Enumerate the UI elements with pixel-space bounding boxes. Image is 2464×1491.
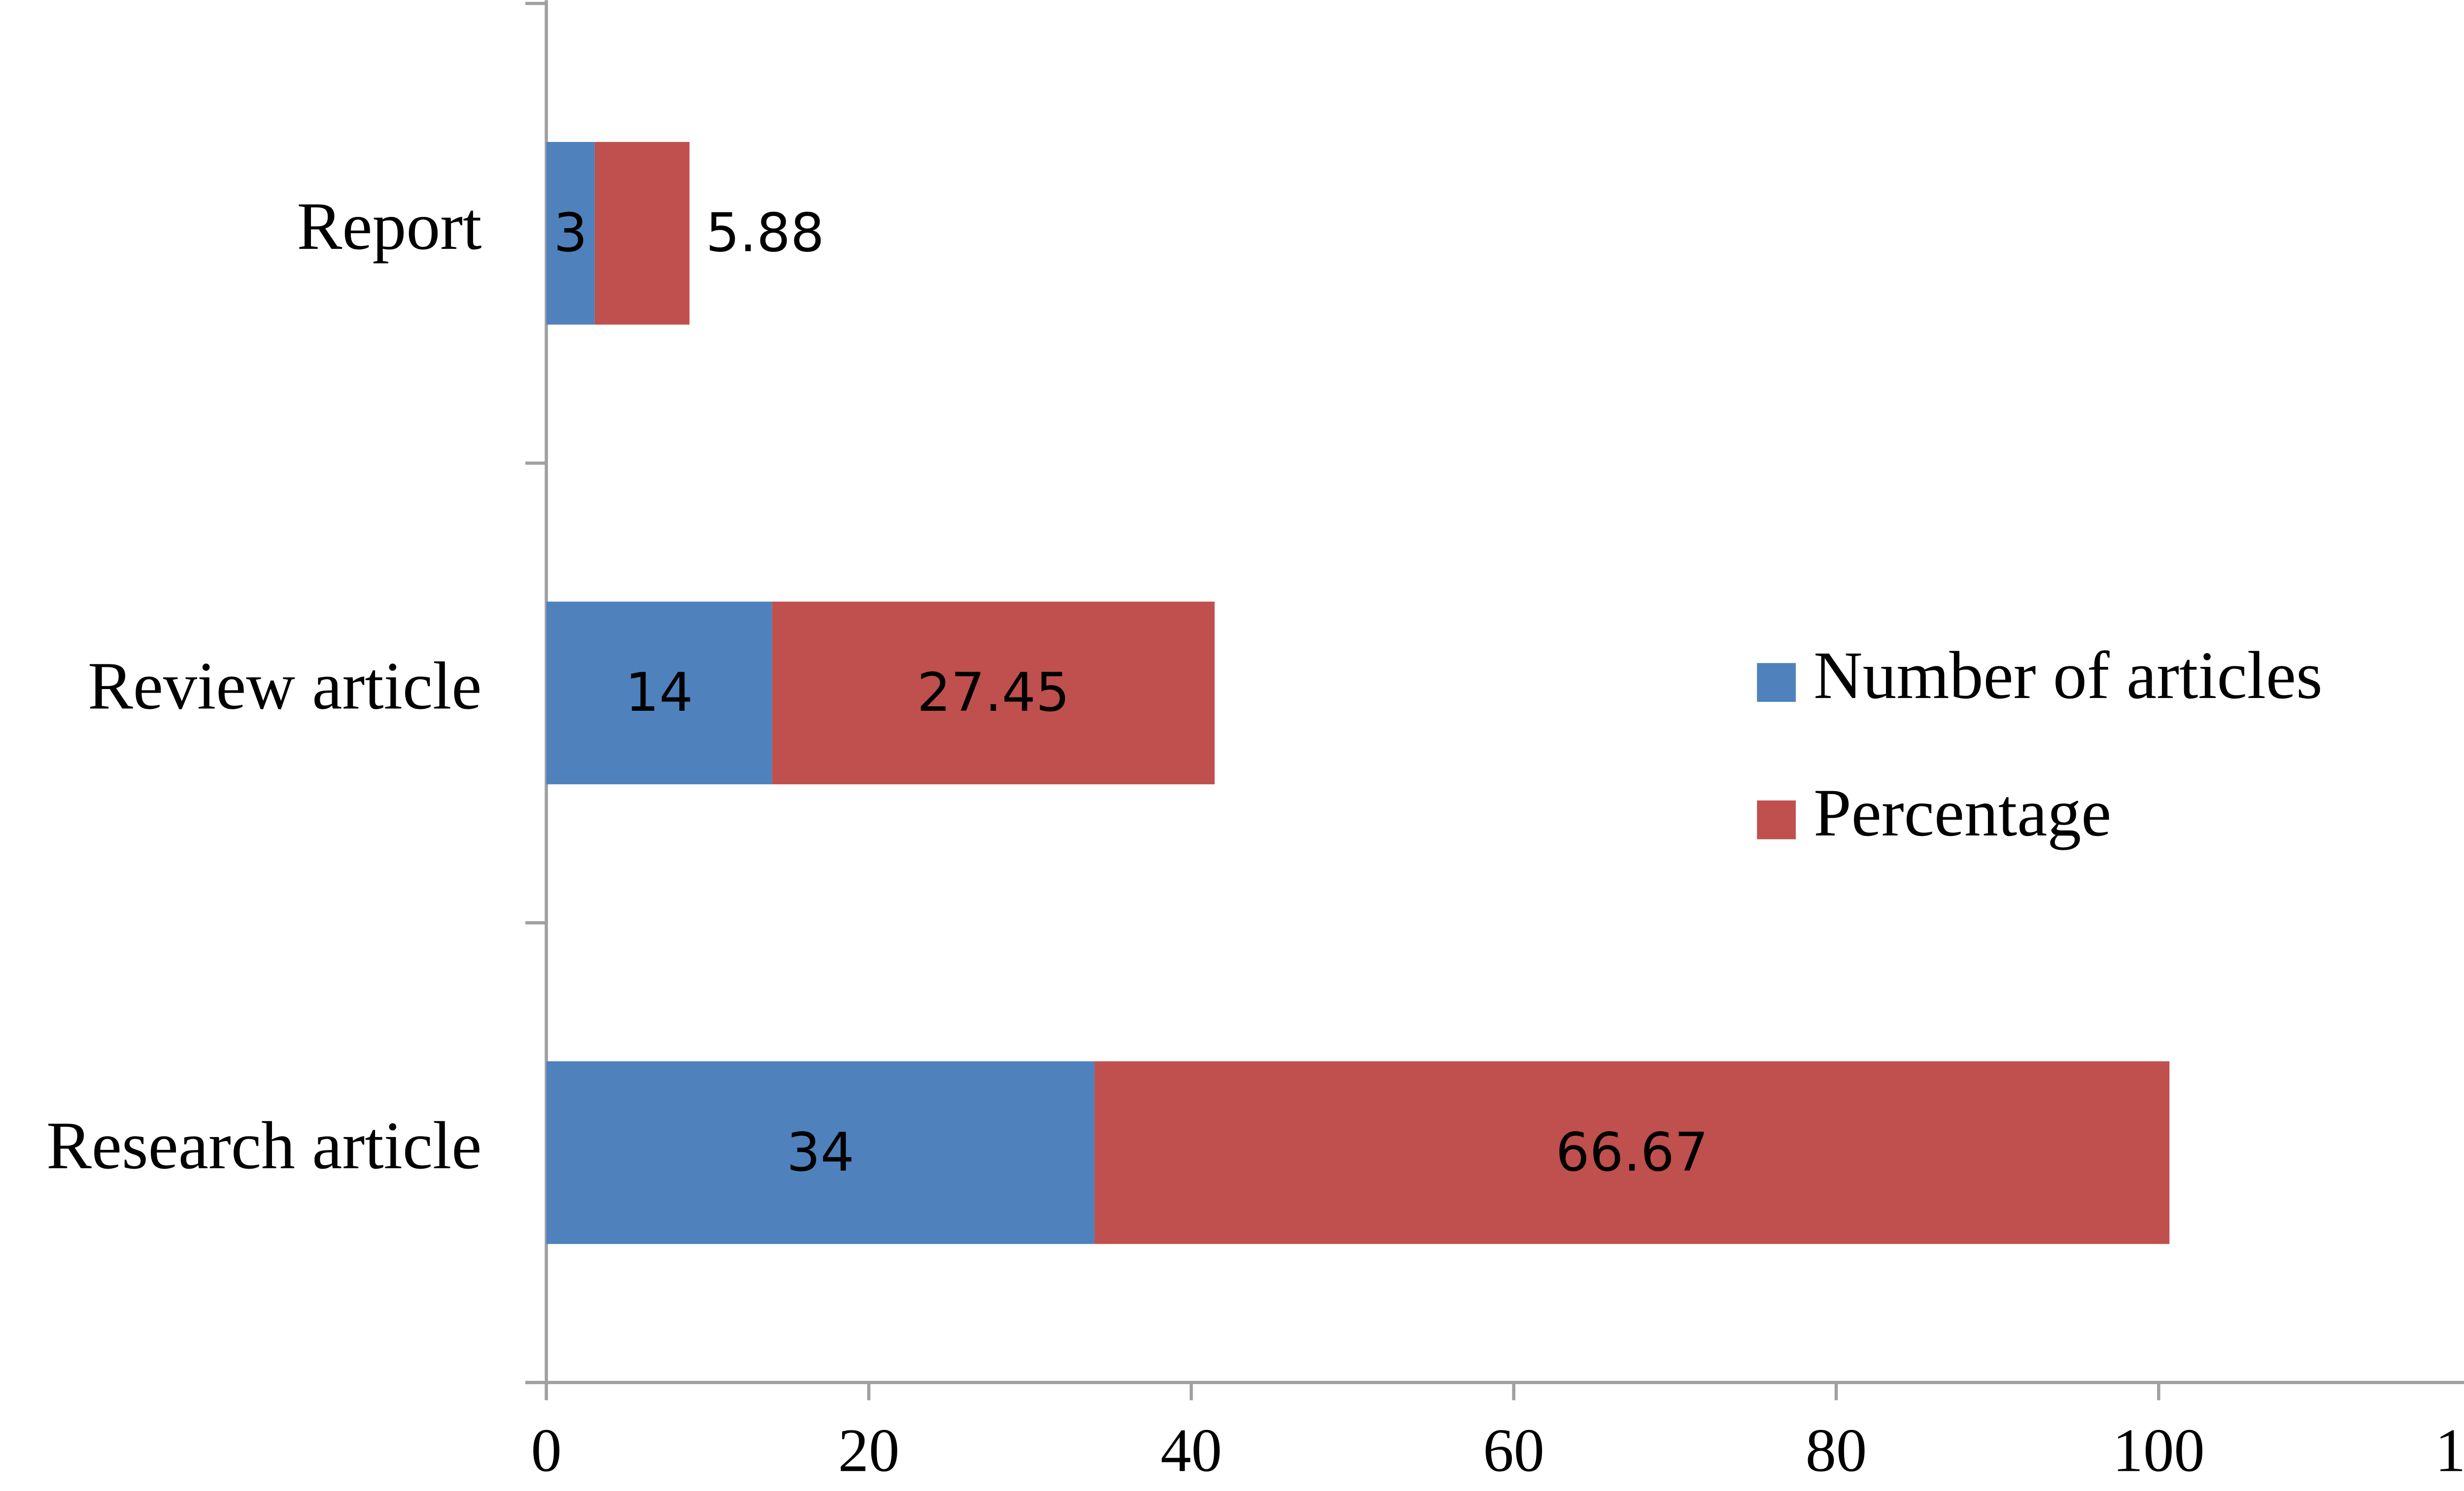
legend-swatch xyxy=(1757,800,1796,839)
data-label: 14 xyxy=(625,661,693,724)
x-tick-label: 40 xyxy=(1161,1416,1222,1484)
y-tick-label: Report xyxy=(297,188,482,264)
x-tick-label: 120 xyxy=(2435,1416,2464,1484)
x-tick-label: 60 xyxy=(1483,1416,1544,1484)
data-label: 5.88 xyxy=(706,202,824,264)
x-tick-label: 100 xyxy=(2113,1416,2205,1484)
bar-segment xyxy=(546,1061,1095,1244)
x-tick-label: 0 xyxy=(531,1416,561,1484)
bar-segment xyxy=(546,601,772,785)
bar-segment xyxy=(594,141,690,325)
data-label: 34 xyxy=(787,1121,855,1183)
y-tick-label: Review article xyxy=(88,648,481,724)
bar-segment xyxy=(772,601,1215,785)
bar-segment xyxy=(546,141,595,325)
y-tick-label: Research article xyxy=(46,1108,481,1183)
data-label: 27.45 xyxy=(917,661,1070,724)
x-tick-label: 80 xyxy=(1806,1416,1867,1484)
x-tick-label: 20 xyxy=(838,1416,900,1484)
legend-label: Percentage xyxy=(1814,775,2111,850)
legend-label: Number of articles xyxy=(1814,637,2323,713)
data-label: 66.67 xyxy=(1556,1121,1709,1183)
data-label: 3 xyxy=(553,202,587,264)
bar-segment xyxy=(1095,1061,2170,1244)
legend-swatch xyxy=(1757,663,1796,702)
